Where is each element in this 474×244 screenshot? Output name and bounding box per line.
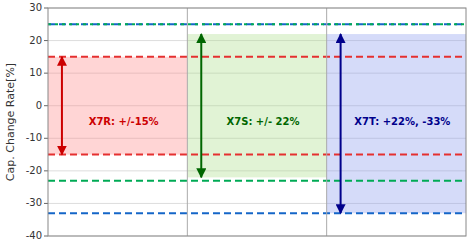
divider bbox=[187, 8, 188, 236]
plot-area bbox=[48, 8, 466, 236]
reference-line bbox=[48, 154, 466, 156]
annotations: X7R: +/-15% X7S: +/- 22% X7T: +22%, -33% bbox=[89, 116, 451, 127]
range-arrow bbox=[200, 34, 202, 177]
tick-mark bbox=[44, 8, 48, 9]
tick-label: -30 bbox=[26, 197, 42, 208]
annotation: X7T: +22%, -33% bbox=[354, 116, 450, 127]
tick-mark bbox=[44, 73, 48, 74]
plot-frame bbox=[48, 8, 466, 236]
reference-line bbox=[48, 23, 466, 25]
reference-line bbox=[48, 56, 466, 58]
range-bar bbox=[187, 34, 326, 177]
annotation: X7R: +/-15% bbox=[89, 116, 159, 127]
y-axis-label: Cap. Change Rate[%] bbox=[4, 63, 17, 181]
tick-label: 20 bbox=[29, 35, 42, 46]
divider bbox=[326, 8, 327, 236]
annotation: X7S: +/- 22% bbox=[227, 116, 300, 127]
tick-mark bbox=[44, 105, 48, 106]
tick-label: 10 bbox=[29, 67, 42, 78]
tick-mark bbox=[44, 138, 48, 139]
range-bar bbox=[327, 34, 466, 213]
reference-line bbox=[48, 212, 466, 214]
tick-mark bbox=[44, 203, 48, 204]
chart: -40 -30 -20 -10 0 10 20 30 Cap. Change Rate[%] X7… bbox=[0, 0, 474, 244]
tick-label: -10 bbox=[26, 132, 42, 143]
range-arrow bbox=[340, 34, 342, 213]
tick-mark bbox=[44, 40, 48, 41]
range-arrow bbox=[61, 57, 63, 155]
y-axis: -40 -30 -20 -10 0 10 20 30 bbox=[26, 2, 466, 241]
tick-label: -20 bbox=[26, 165, 42, 176]
tick-mark bbox=[44, 236, 48, 237]
tick-label: -40 bbox=[26, 230, 42, 241]
tick-label: 30 bbox=[29, 2, 42, 13]
tick-mark bbox=[44, 170, 48, 171]
tick-label: 0 bbox=[36, 100, 42, 111]
range-bar bbox=[48, 57, 187, 155]
reference-line bbox=[48, 180, 466, 182]
reference-line bbox=[48, 23, 466, 25]
